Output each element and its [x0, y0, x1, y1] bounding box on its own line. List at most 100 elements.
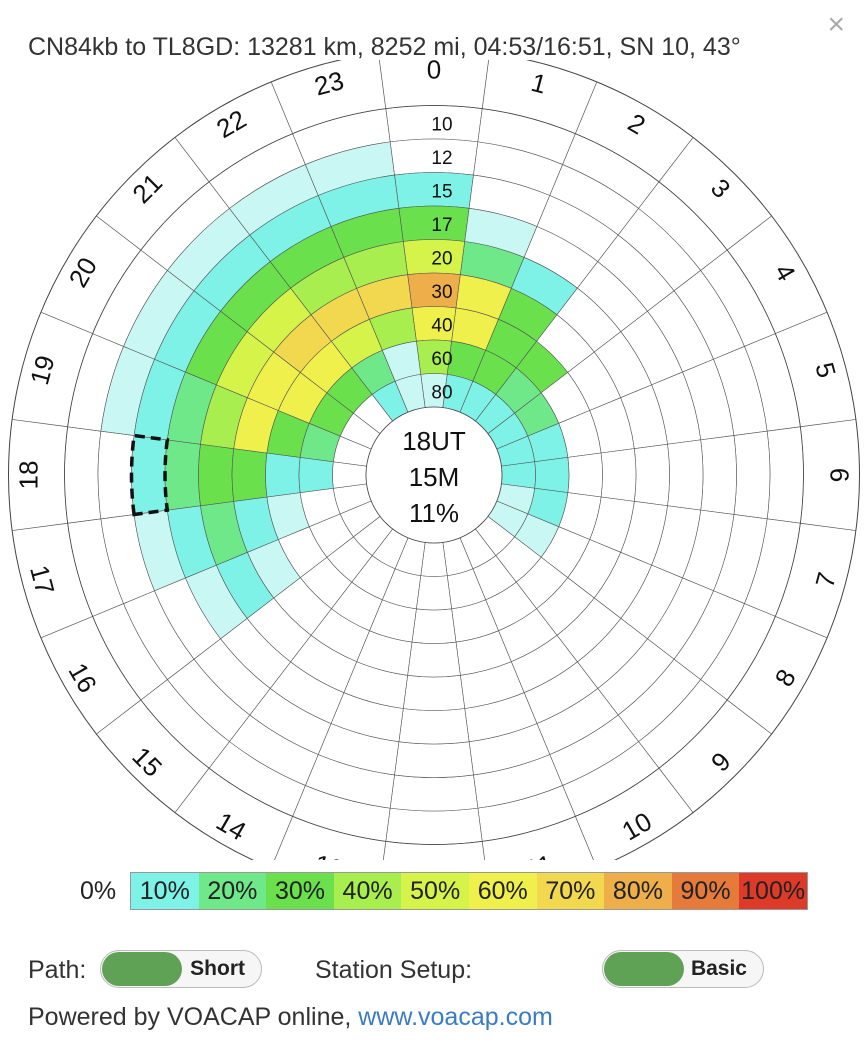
close-button[interactable]: × — [827, 8, 845, 41]
band-label: 30 — [431, 282, 452, 303]
hour-label[interactable]: 11 — [522, 849, 556, 860]
legend-item: 80% — [604, 873, 672, 909]
spoke-line — [658, 767, 694, 813]
hour-label[interactable]: 3 — [705, 173, 736, 204]
hour-label[interactable]: 10 — [617, 806, 657, 846]
spoke-line — [174, 137, 210, 183]
heat-cell[interactable] — [385, 807, 483, 845]
hour-label[interactable]: 1 — [528, 67, 550, 100]
path-toggle-label: Short — [190, 957, 245, 980]
wheel-cells — [64, 105, 804, 845]
spoke-line — [800, 419, 856, 428]
spoke-line — [274, 816, 293, 860]
heat-cell[interactable] — [407, 641, 461, 678]
path-title: CN84kb to TL8GD: 13281 km, 8252 mi, 04:5… — [28, 33, 741, 61]
hour-label[interactable]: 6 — [825, 468, 855, 482]
spoke-line — [12, 419, 68, 428]
center-hour: 18UT — [402, 426, 466, 456]
hour-label[interactable]: 20 — [63, 252, 103, 292]
hour-label[interactable]: 0 — [427, 60, 441, 85]
band-label: 80 — [431, 382, 452, 403]
legend-item: 60% — [468, 873, 537, 909]
footer: Powered by VOACAP online, www.voacap.com — [28, 1003, 553, 1032]
station-setup-toggle-knob — [604, 952, 684, 986]
hour-label[interactable]: 9 — [705, 746, 736, 777]
heat-cell[interactable] — [633, 443, 670, 507]
hour-label[interactable]: 13 — [311, 848, 347, 860]
hour-label[interactable]: 4 — [769, 258, 802, 286]
spoke-line — [96, 699, 142, 735]
hour-label[interactable]: 18 — [14, 461, 44, 490]
station-setup-toggle[interactable]: Basic — [602, 950, 764, 988]
heat-cell[interactable] — [733, 430, 771, 520]
spoke-line — [800, 522, 856, 531]
selected-cell-outline — [129, 433, 170, 517]
legend-item: 10% — [131, 873, 199, 909]
hour-label[interactable]: 19 — [24, 352, 60, 388]
heat-cell[interactable] — [411, 608, 457, 644]
hour-label[interactable]: 16 — [63, 658, 103, 698]
hour-label[interactable]: 7 — [809, 569, 842, 591]
spoke-line — [575, 816, 594, 860]
band-label: 20 — [431, 248, 452, 269]
heat-cell[interactable] — [398, 708, 470, 745]
spoke-line — [12, 522, 68, 531]
voacap-link[interactable]: www.voacap.com — [358, 1003, 553, 1031]
hour-label[interactable]: 21 — [126, 167, 168, 209]
heat-cell[interactable] — [231, 448, 268, 502]
heat-cell[interactable] — [600, 448, 637, 502]
heat-cell[interactable] — [64, 426, 102, 524]
heat-cell[interactable] — [402, 674, 466, 711]
hour-label[interactable]: 22 — [211, 104, 251, 144]
hour-label[interactable]: 2 — [623, 107, 651, 140]
heat-cell[interactable] — [265, 452, 301, 498]
spoke-line — [481, 60, 489, 109]
center-percent: 11% — [409, 498, 459, 528]
path-label: Path: — [28, 956, 87, 984]
heat-cell[interactable] — [97, 430, 135, 520]
spoke-line — [174, 767, 210, 813]
hour-label[interactable]: 14 — [211, 806, 251, 846]
legend-zero-label: 0% — [80, 876, 117, 905]
legend-item: 20% — [198, 873, 267, 909]
hour-label[interactable]: 15 — [126, 741, 168, 783]
legend-item: 40% — [333, 873, 402, 909]
heat-cell[interactable] — [198, 443, 235, 507]
heat-cell[interactable] — [700, 435, 737, 515]
legend-item: 30% — [266, 873, 334, 909]
spoke-line — [481, 841, 486, 860]
band-labels: 10 12 15 17 20 30 40 60 80 — [431, 114, 452, 403]
heat-cell[interactable] — [567, 452, 603, 498]
hour-label[interactable]: 5 — [809, 359, 842, 381]
heat-cell[interactable] — [389, 774, 479, 812]
legend-item: 70% — [536, 873, 605, 909]
heat-cell[interactable] — [534, 457, 570, 493]
heat-cell[interactable] — [164, 439, 201, 511]
center-band: 15M — [409, 462, 460, 492]
options-row: Path: Short Station Setup: Basic — [28, 946, 828, 992]
heat-cell[interactable] — [667, 439, 704, 511]
spoke-line — [382, 841, 387, 860]
spoke-line — [96, 215, 142, 251]
hour-label[interactable]: 17 — [24, 562, 60, 598]
legend-item: 100% — [739, 873, 807, 909]
selection-outline — [129, 433, 170, 517]
spoke-line — [40, 616, 93, 639]
wheel-ring-lines — [8, 60, 860, 860]
heat-cell[interactable] — [298, 457, 334, 493]
spoke-line — [40, 311, 93, 334]
spoke-line — [575, 81, 598, 134]
reliability-legend: 0% 10% 20% 30% 40% 50% 60% 70% 80% 90% 100% — [80, 872, 808, 910]
heat-cell[interactable] — [416, 575, 452, 611]
path-toggle[interactable]: Short — [100, 950, 262, 988]
spoke-line — [726, 215, 772, 251]
heat-cell[interactable] — [766, 426, 804, 524]
hour-label[interactable]: 23 — [311, 65, 347, 101]
spoke-line — [726, 699, 772, 735]
legend-item: 50% — [401, 873, 469, 909]
ring-line — [64, 105, 804, 845]
hour-label[interactable]: 8 — [769, 664, 802, 692]
heat-cell[interactable] — [394, 741, 474, 778]
heat-cell[interactable] — [131, 435, 168, 515]
